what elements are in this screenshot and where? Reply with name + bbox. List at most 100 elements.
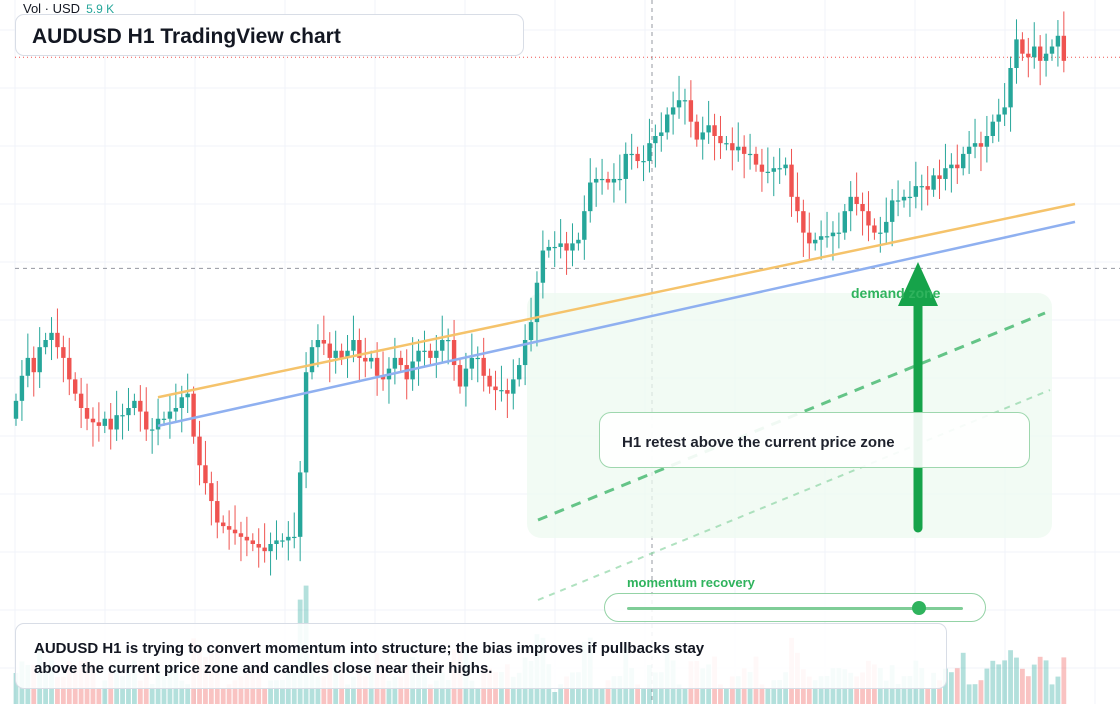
- candle: [108, 402, 113, 450]
- candle: [475, 346, 480, 383]
- volume-bar: [812, 680, 818, 704]
- volume-bar: [925, 688, 931, 704]
- volume-bar: [990, 660, 996, 704]
- volume-bar: [1025, 676, 1031, 704]
- candle: [173, 383, 179, 424]
- candle: [303, 352, 309, 489]
- volume-bar: [226, 684, 232, 704]
- volume-bar: [1031, 664, 1037, 704]
- candle: [13, 393, 19, 426]
- candle: [665, 107, 670, 140]
- candle: [155, 398, 161, 446]
- candle: [990, 114, 995, 144]
- candle: [570, 223, 575, 267]
- volume-bar: [984, 668, 990, 704]
- volume-bar: [599, 688, 605, 704]
- volume-bar: [676, 684, 682, 704]
- candle: [611, 163, 617, 203]
- candle: [546, 239, 551, 258]
- candle: [801, 199, 806, 257]
- volume-bar: [907, 676, 913, 704]
- momentum-knob[interactable]: [912, 601, 927, 615]
- candle: [653, 124, 658, 168]
- candle: [765, 147, 771, 184]
- volume-bar: [966, 684, 972, 704]
- candle: [730, 127, 735, 171]
- volume-bar: [137, 680, 143, 704]
- candle: [889, 188, 895, 247]
- candle: [540, 230, 546, 299]
- volume-bar: [55, 676, 60, 704]
- candle: [463, 352, 469, 407]
- volume-bar: [13, 673, 19, 704]
- candle: [25, 333, 31, 388]
- candle: [280, 533, 285, 548]
- momentum-slider[interactable]: [604, 593, 986, 622]
- volume-bar: [345, 684, 350, 704]
- candle: [144, 387, 149, 441]
- candle: [895, 180, 901, 217]
- volume-bar: [1020, 668, 1025, 704]
- candle: [854, 172, 859, 216]
- candle: [907, 181, 913, 217]
- candle: [576, 232, 581, 251]
- candle: [724, 136, 729, 151]
- volume-bar: [960, 652, 966, 704]
- candle: [445, 328, 451, 365]
- candle: [96, 402, 102, 442]
- candle: [369, 350, 374, 369]
- candle: [688, 80, 694, 138]
- ma-fast-line: [157, 202, 1076, 399]
- volume-bar: [972, 684, 978, 704]
- volume-label: Vol · USD: [23, 1, 81, 16]
- candles: [13, 11, 1067, 576]
- candle: [221, 515, 226, 534]
- candle: [712, 113, 717, 161]
- volume-bar: [948, 672, 954, 704]
- volume-bar: [901, 676, 907, 704]
- volume-bar: [102, 680, 108, 704]
- candle: [78, 377, 84, 429]
- volume-bar: [729, 676, 735, 704]
- candle: [706, 100, 711, 144]
- volume-bar: [564, 676, 569, 704]
- candle: [114, 390, 119, 441]
- candle: [1061, 11, 1067, 73]
- candle: [1002, 83, 1007, 126]
- volume-bar: [777, 680, 783, 704]
- candle: [203, 440, 208, 495]
- candle: [102, 411, 107, 434]
- candle: [55, 308, 60, 359]
- candle: [67, 337, 72, 396]
- volume-bar: [510, 676, 516, 704]
- chart-title: AUDUSD H1 TradingView chart: [32, 25, 341, 48]
- volume-bar: [398, 676, 404, 704]
- candle: [517, 357, 522, 387]
- candle: [700, 116, 705, 160]
- candle: [659, 112, 664, 152]
- candle: [1014, 19, 1019, 84]
- candle: [197, 420, 202, 486]
- candle: [522, 324, 528, 386]
- volume-bar: [735, 676, 741, 704]
- candle: [682, 88, 688, 125]
- volume-bar: [179, 680, 185, 704]
- candle: [593, 167, 599, 207]
- candle: [209, 471, 214, 526]
- candle: [268, 532, 273, 576]
- candle: [818, 220, 824, 260]
- candle: [647, 118, 652, 173]
- volume-bar: [943, 668, 948, 704]
- candle: [694, 114, 699, 147]
- candle: [422, 330, 427, 367]
- candle: [262, 523, 267, 563]
- volume-bar: [96, 688, 102, 704]
- candle: [191, 386, 196, 444]
- volume-bar: [641, 688, 646, 704]
- candle: [84, 383, 90, 431]
- candle: [1008, 56, 1013, 132]
- candle: [274, 520, 279, 560]
- candle: [416, 339, 421, 386]
- candle: [167, 395, 173, 439]
